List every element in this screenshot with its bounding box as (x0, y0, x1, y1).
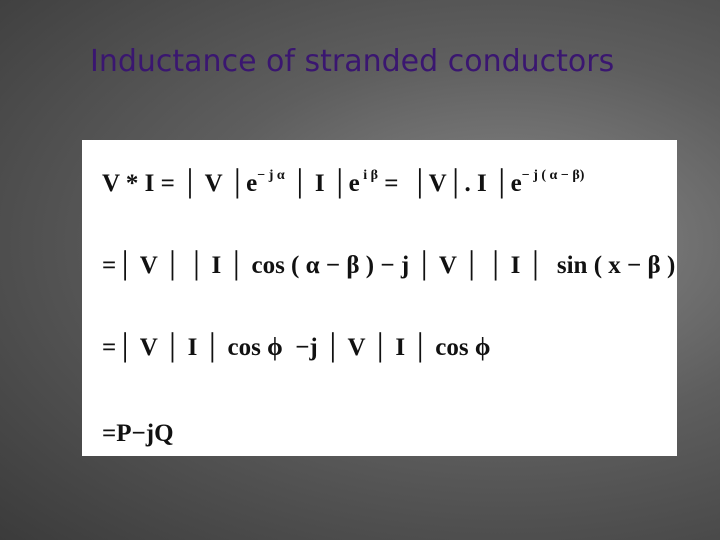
equation-text: │ I │e (284, 170, 360, 197)
equation-line: =│ V │ I │ cos ϕ −j │ V │ I │ cos ϕ (102, 334, 490, 362)
slide-title: Inductance of stranded conductors (90, 44, 615, 79)
exponent: i β (359, 168, 378, 183)
equation-text: V * I = │ V │e (102, 170, 258, 197)
equation-text: = │V│. I │e (377, 170, 522, 197)
equation-line: =P−jQ (102, 420, 174, 448)
equation-line: V * I = │ V │e− j α │ I │e i β = │V│. I … (102, 168, 584, 198)
exponent: − j α (257, 168, 285, 183)
equation-image: V * I = │ V │e− j α │ I │e i β = │V│. I … (82, 140, 677, 456)
equation-text: =│ V │ │ I │ cos ( α − β ) − j │ V │ │ I… (102, 252, 676, 279)
exponent: − j ( α − β) (521, 168, 585, 183)
equation-line: =│ V │ │ I │ cos ( α − β ) − j │ V │ │ I… (102, 252, 675, 280)
equation-text: =P−jQ (102, 420, 174, 447)
equation-text: =│ V │ I │ cos ϕ −j │ V │ I │ cos ϕ (102, 334, 491, 361)
